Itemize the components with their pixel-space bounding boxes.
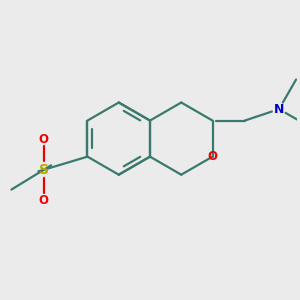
Text: O: O [208, 150, 218, 163]
Text: O: O [39, 194, 49, 207]
Text: O: O [39, 133, 49, 146]
Text: S: S [39, 163, 49, 177]
Text: N: N [274, 103, 284, 116]
